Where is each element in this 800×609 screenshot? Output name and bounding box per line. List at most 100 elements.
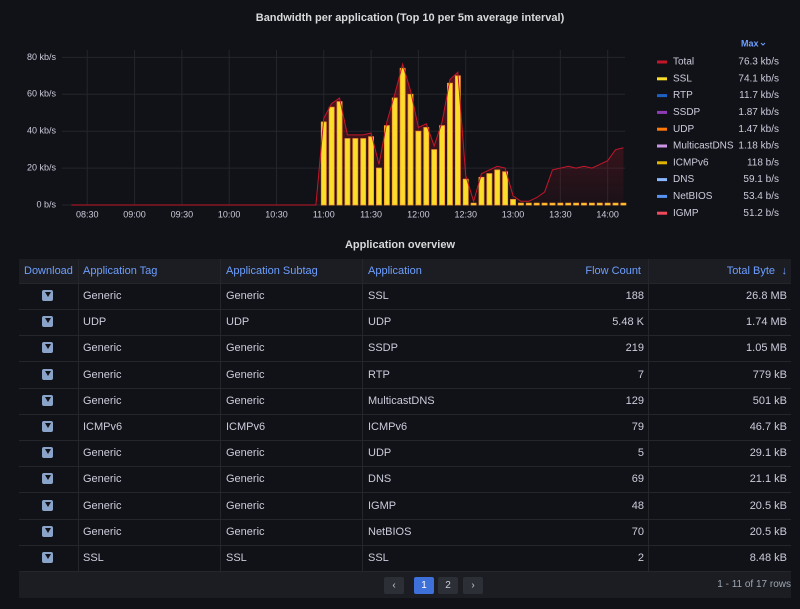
download-button[interactable] (42, 342, 53, 354)
column-separator (78, 361, 79, 388)
legend-header[interactable]: Max (741, 38, 759, 48)
table-cell: Generic (226, 342, 265, 355)
download-button[interactable] (42, 394, 53, 406)
table-cell: 29.1 kB (749, 447, 787, 460)
table-cell: 20.5 kB (749, 499, 787, 512)
download-button[interactable] (42, 552, 53, 563)
legend-label[interactable]: SSDP (673, 107, 701, 118)
column-separator (362, 466, 363, 493)
table-title: Application overview (344, 239, 456, 251)
y-tick-label: 0 b/s (36, 199, 56, 209)
column-header[interactable]: Application (368, 265, 422, 277)
table-cell: Generic (226, 394, 265, 407)
bar (588, 202, 595, 206)
download-button[interactable] (42, 290, 53, 301)
legend-label[interactable]: ICMPv6 (673, 157, 709, 168)
legend-label[interactable]: MulticastDNS (673, 141, 734, 152)
table-cell: 219 (625, 342, 644, 355)
download-button[interactable] (42, 368, 53, 380)
legend-max: 1.87 kb/s (738, 107, 779, 118)
prev-page[interactable]: ‹ (384, 577, 404, 594)
chart-title: Bandwidth per application (Top 10 per 5m… (256, 12, 565, 24)
table-cell: SSL (226, 552, 247, 564)
download-button[interactable] (42, 499, 53, 511)
next-page[interactable]: › (463, 577, 483, 594)
bar (604, 202, 611, 206)
bar (415, 130, 422, 206)
download-button[interactable] (42, 421, 53, 432)
bar (494, 169, 501, 206)
column-separator (362, 545, 363, 571)
table-row: ICMPv6 ICMPv6 ICMPv6 79 46.7 kB (19, 414, 791, 441)
legend-max: 118 b/s (747, 157, 779, 168)
bar (447, 82, 453, 206)
table-cell: Generic (226, 447, 265, 460)
legend-swatch (657, 161, 667, 165)
table-cell: UDP (368, 447, 392, 460)
column-separator (220, 361, 221, 388)
legend-label[interactable]: DNS (673, 174, 694, 185)
bar (423, 127, 430, 206)
bar (328, 106, 335, 206)
bar (462, 178, 469, 206)
column-separator (648, 361, 649, 388)
column-header[interactable]: Application Subtag (226, 265, 318, 277)
bar (431, 149, 438, 206)
table-row: Generic Generic MulticastDNS 129 501 kB (19, 387, 791, 415)
page-button[interactable]: 1 (414, 577, 434, 594)
column-separator (78, 440, 79, 467)
bar (502, 171, 509, 206)
series-line (71, 62, 624, 206)
column-separator (220, 492, 221, 519)
sort-icon (760, 42, 766, 46)
y-tick-label: 20 kb/s (27, 162, 57, 172)
x-tick-label: 11:00 (313, 209, 335, 219)
download-button[interactable] (42, 525, 53, 537)
download-button[interactable] (42, 473, 53, 485)
column-separator (362, 387, 363, 414)
column-header[interactable]: Flow Count (585, 265, 641, 277)
column-separator (648, 414, 649, 440)
download-button[interactable] (42, 316, 53, 328)
legend-label[interactable]: NetBIOS (673, 191, 713, 202)
table-cell: 26.8 MB (746, 290, 787, 302)
column-separator (362, 492, 363, 519)
row-summary: 1 - 11 of 17 rows (717, 579, 791, 590)
table-cell: Generic (83, 394, 122, 407)
download-button[interactable] (42, 447, 53, 459)
column-separator (648, 335, 649, 362)
legend-label[interactable]: IGMP (673, 208, 699, 219)
legend-label[interactable]: SSL (673, 73, 692, 84)
column-header[interactable]: Download (24, 265, 73, 277)
table-cell: MulticastDNS (368, 394, 435, 407)
legend-label[interactable]: RTP (673, 90, 693, 101)
column-header[interactable]: Total Byte (726, 265, 775, 277)
bar (336, 101, 343, 206)
bar (541, 202, 548, 206)
table-cell: 129 (625, 394, 644, 407)
table-row: UDP UDP UDP 5.48 K 1.74 MB (19, 309, 791, 337)
bar (518, 202, 524, 206)
table-cell: IGMP (368, 499, 397, 512)
column-separator (648, 283, 649, 309)
column-header[interactable]: Application Tag (83, 265, 158, 277)
page-button[interactable]: 2 (438, 577, 458, 594)
table-cell: 69 (631, 473, 644, 486)
bar (557, 202, 564, 206)
y-tick-label: 40 kb/s (27, 126, 57, 136)
legend-label[interactable]: UDP (673, 124, 694, 135)
legend-max: 1.18 kb/s (738, 141, 779, 152)
table-cell: SSL (83, 552, 104, 564)
table-row: Generic Generic DNS 69 21.1 kB (19, 466, 791, 494)
table-cell: Generic (83, 447, 122, 460)
x-tick-label: 14:00 (596, 209, 619, 219)
column-separator (220, 309, 221, 336)
legend-label[interactable]: Total (673, 57, 694, 68)
table-row: Generic Generic IGMP 48 20.5 kB (19, 492, 791, 520)
table-cell: 7 (637, 368, 644, 381)
table-cell: Generic (83, 525, 122, 538)
column-separator (220, 414, 221, 440)
bar (510, 199, 516, 206)
